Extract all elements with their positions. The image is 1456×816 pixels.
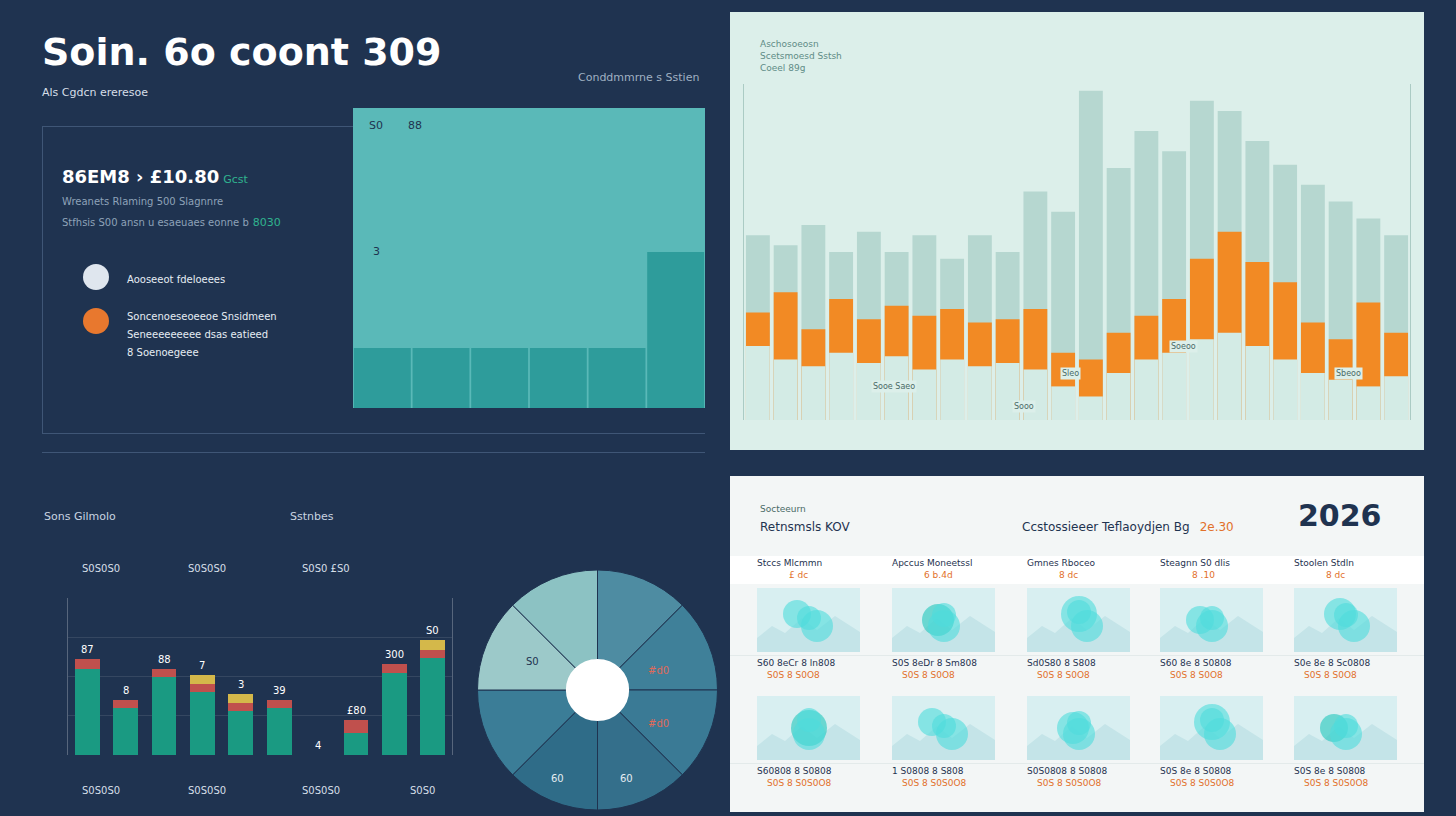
svg-text:S0: S0 (426, 625, 439, 636)
html-text:S0S0S0: S0S0S0 (82, 785, 121, 796)
svg-text:87: 87 (81, 644, 94, 655)
html-text:Als Cgdcn ereresoe: Als Cgdcn ereresoe (42, 86, 149, 99)
html-text:2e.30: 2e.30 (1199, 520, 1234, 534)
html-text:S0S 8 S0S0O8: S0S 8 S0S0O8 (902, 778, 967, 788)
html-text:86EM8 › £10.80 Gcst: 86EM8 › £10.80 Gcst (62, 166, 248, 187)
svg-text:88: 88 (158, 654, 171, 665)
html-text:8 .10: 8 .10 (1192, 570, 1215, 580)
html-text:8 dc: 8 dc (1059, 570, 1079, 580)
html-text:S0S0S0: S0S0S0 (188, 785, 227, 796)
html-text:S0S 8 S0S0O8: S0S 8 S0S0O8 (1037, 778, 1102, 788)
svg-text:£80: £80 (347, 705, 366, 716)
html-text:Soin. 6o coont 309: Soin. 6o coont 309 (42, 30, 442, 74)
html-text:S0S0808 8 S0808: S0S0808 8 S0808 (1027, 766, 1108, 776)
html-text:S0S 8e 8 S0808: S0S 8e 8 S0808 (1294, 766, 1366, 776)
html-text:S0S 8eDr 8 Sm808: S0S 8eDr 8 Sm808 (892, 658, 977, 668)
html-text:S0S0S0: S0S0S0 (188, 563, 227, 574)
html-text:Socteeurn: Socteeurn (760, 504, 806, 514)
html-text:S0S 8 S0S0O8: S0S 8 S0S0O8 (767, 778, 832, 788)
html-text:S60 8eCr 8 ln808: S60 8eCr 8 ln808 (757, 658, 836, 668)
html-text:8 dc: 8 dc (1326, 570, 1346, 580)
html-text:S0e 8e 8 Sc0808: S0e 8e 8 Sc0808 (1294, 658, 1371, 668)
svg-text:4: 4 (315, 740, 321, 751)
svg-text:S0: S0 (369, 119, 383, 132)
html-text:6 b.4d: 6 b.4d (924, 570, 953, 580)
html-text:S0S 8 S0O8: S0S 8 S0O8 (1170, 670, 1223, 680)
svg-text:88: 88 (408, 119, 422, 132)
html-text:Aooseeot fdeloeees: Aooseeot fdeloeees (127, 274, 226, 285)
svg-text:7: 7 (199, 660, 205, 671)
html-text:S0S 8 S0O8: S0S 8 S0O8 (1037, 670, 1090, 680)
html-text:Steagnn S0 dlis: Steagnn S0 dlis (1160, 558, 1230, 568)
svg-text:3: 3 (373, 245, 380, 258)
html-text:S0S 8 S0O8: S0S 8 S0O8 (902, 670, 955, 680)
svg-text:Sooo: Sooo (1014, 402, 1034, 411)
svg-text:300: 300 (385, 649, 404, 660)
html-text:Wreanets Rlaming 500 Slagnnre: Wreanets Rlaming 500 Slagnnre (62, 196, 224, 207)
html-text:1 S0808 8 S808: 1 S0808 8 S808 (892, 766, 964, 776)
html-text:Apccus Moneetssl: Apccus Moneetssl (892, 558, 973, 568)
svg-text:60: 60 (620, 773, 633, 784)
svg-text:Sleo: Sleo (1062, 369, 1079, 378)
html-text:Sstnbes: Sstnbes (290, 510, 334, 523)
html-text:Sons Gilmolo: Sons Gilmolo (44, 510, 116, 523)
svg-text:Sbeoo: Sbeoo (1336, 369, 1361, 378)
html-text:Retnsmsls KOV: Retnsmsls KOV (760, 520, 850, 534)
html-text:S0S0S0: S0S0S0 (302, 785, 341, 796)
html-text:Aschosoeosn Scetsmoesd Sstsh C: Aschosoeosn Scetsmoesd Sstsh Coeel 89g (760, 39, 842, 73)
html-text:S0S 8 S0S0O8: S0S 8 S0S0O8 (1304, 778, 1369, 788)
html-text:Gmnes Rboceo: Gmnes Rboceo (1027, 558, 1095, 568)
html-text:S0S 8 S0S0O8: S0S 8 S0S0O8 (1170, 778, 1235, 788)
html-text:S0S 8 S0O8: S0S 8 S0O8 (1304, 670, 1357, 680)
html-text:S0S 8 S0O8: S0S 8 S0O8 (767, 670, 820, 680)
html-text:Stfhsis S00 ansn u esaeuaes eo: Stfhsis S00 ansn u esaeuaes eonne b 8030 (62, 216, 281, 229)
svg-text:Soeoo: Soeoo (1171, 342, 1196, 351)
html-text:S0S0S0: S0S0S0 (82, 563, 121, 574)
html-text:S0S 8e 8 S0808: S0S 8e 8 S0808 (1160, 766, 1232, 776)
html-text:£ dc: £ dc (789, 570, 809, 580)
svg-text:#d0: #d0 (648, 718, 669, 729)
svg-text:8: 8 (123, 685, 129, 696)
html-text:2026: 2026 (1298, 498, 1382, 533)
html-text:S60808 8 S0808: S60808 8 S0808 (757, 766, 832, 776)
svg-text:3: 3 (238, 679, 244, 690)
html-text:Stccs Mlcmmn: Stccs Mlcmmn (757, 558, 823, 568)
html-text:Sd0S80 8 S808: Sd0S80 8 S808 (1027, 658, 1096, 668)
svg-text:Sooe Saeo: Sooe Saeo (873, 382, 915, 391)
html-text:Conddmmrne s Sstien: Conddmmrne s Sstien (578, 71, 700, 84)
svg-text:#d0: #d0 (648, 665, 669, 676)
html-text:S0S0: S0S0 (410, 785, 436, 796)
html-text:Soncenoeseoeeoe Snsidmeen Sene: Soncenoeseoeeoe Snsidmeen Seneeeeeeeee d… (127, 311, 277, 358)
html-text:S60 8e 8 S0808: S60 8e 8 S0808 (1160, 658, 1232, 668)
svg-text:60: 60 (551, 773, 564, 784)
svg-text:S0: S0 (526, 656, 539, 667)
html-text:Ccstossieeer Teflaoydjen Bg: Ccstossieeer Teflaoydjen Bg (1022, 520, 1190, 534)
html-text:S0S0 £S0: S0S0 £S0 (302, 563, 350, 574)
svg-text:39: 39 (273, 685, 286, 696)
html-text:Stoolen Stdln: Stoolen Stdln (1294, 558, 1354, 568)
